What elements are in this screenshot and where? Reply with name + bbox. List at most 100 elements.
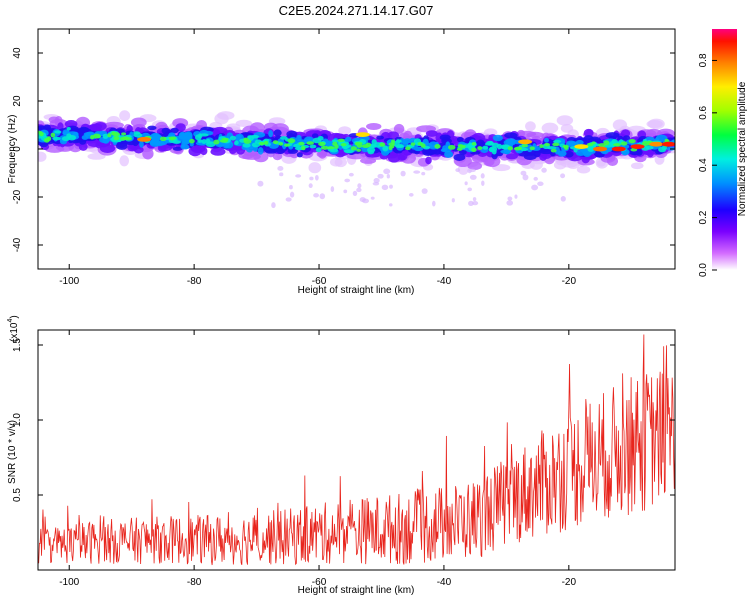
spectral-blob [350,146,358,151]
snr-multiplier-text: (x10 [9,322,20,342]
spectral-blob [318,141,326,147]
spectral-blob [66,126,71,131]
spectral-blob [104,121,124,129]
spectral-blob [367,149,375,155]
spectral-blob [147,125,157,131]
spectral-blob [79,139,87,145]
snr-multiplier-close: ) [9,315,20,318]
spectral-blob [356,148,362,152]
spectral-blob [168,136,177,140]
spectral-speck [451,198,455,203]
spectral-blob [456,147,463,151]
spectral-blob [309,144,317,149]
spectral-blob [361,144,370,149]
spectral-speck [271,202,276,209]
spectral-speck [467,187,473,192]
spectral-blob [562,144,569,149]
spectral-blob [334,144,339,149]
spectral-blob [360,157,377,164]
spectrogram-x-tick-label: -60 [312,276,327,287]
spectrogram-x-tick-label: -100 [59,276,79,287]
colorbar-tick-label: 0.8 [698,53,709,67]
spectral-blob [387,153,401,163]
spectral-blob [272,140,279,145]
snr-x-label: Height of straight line (km) [298,585,415,596]
snr-frame [37,329,676,571]
spectral-blob [513,146,522,151]
spectral-blob [130,117,147,128]
spectral-blob [296,152,303,158]
spectral-blob [448,144,456,150]
snr-y-tick-label: 1.0 [12,413,23,427]
spectral-blob [268,130,274,138]
spectral-blob [576,165,591,174]
spectral-speck [285,197,292,202]
spectral-blob [308,162,322,174]
spectral-speck [469,174,477,180]
spectral-speck [389,184,393,189]
spectral-blob [630,162,644,170]
spectral-speck [313,193,320,198]
spectral-blob [286,130,298,138]
spectral-speck [348,172,354,177]
snr-y-tick-label: 1.5 [12,338,23,352]
spectral-blob [529,159,543,170]
spectral-blob [556,115,574,126]
spectral-speck [506,200,514,206]
spectral-blob [287,138,296,144]
spectral-peak-blob [518,139,533,145]
spectral-blob [170,127,179,134]
spectral-blob [623,135,631,141]
spectral-blob [121,132,127,136]
spectral-peak-blob [574,144,589,150]
spectral-speck [531,184,539,191]
spectral-speck [541,167,547,173]
colorbar-tick-label: 0.6 [698,105,709,119]
spectral-blob [471,147,477,152]
spectral-speck [356,187,362,193]
spectral-blob [439,134,451,141]
spectral-blob [67,134,77,141]
spectral-blob [87,153,106,160]
spectral-speck [472,197,477,202]
spectral-speck [362,198,370,204]
spectral-blob [159,136,167,142]
spectral-blob [630,148,638,152]
spectral-speck [507,196,513,201]
spectral-speck [309,176,314,181]
spectral-speck [277,165,284,171]
snr-x-tick-label: -40 [437,577,452,588]
spectral-blob [486,140,494,146]
spectral-blob [243,139,252,144]
snr-x-tick-label: -60 [312,577,327,588]
spectral-blob [388,142,395,146]
spectral-blob [329,157,343,167]
spectral-speck [377,173,384,179]
snr-x-tick-label: -20 [562,577,577,588]
snr-plot-area [38,330,675,570]
spectral-speck [468,168,476,173]
spectral-blob [343,149,354,154]
spectral-speck [381,184,389,191]
spectral-blobs [38,110,675,209]
spectral-blob [521,144,529,148]
spectral-blob [467,142,473,148]
spectral-blob [330,148,339,153]
spectrogram-y-label: Frequency (Hz) [7,115,18,184]
spectral-blob [321,145,329,150]
spectral-blob [550,148,557,153]
spectral-speck [257,180,264,187]
spectral-blob [189,142,194,147]
spectral-peak-blob [137,137,152,142]
colorbar-gradient [712,29,737,270]
spectrogram-y-tick-label: 20 [12,95,23,107]
spectral-blob [107,133,112,138]
spectral-speck [432,200,436,207]
spectral-blob [311,133,319,139]
spectral-blob [434,144,441,149]
spectral-speck [308,183,313,189]
spectrogram-x-label: Height of straight line (km) [298,285,415,296]
spectral-blob [505,153,518,160]
spectral-speck [279,172,284,177]
